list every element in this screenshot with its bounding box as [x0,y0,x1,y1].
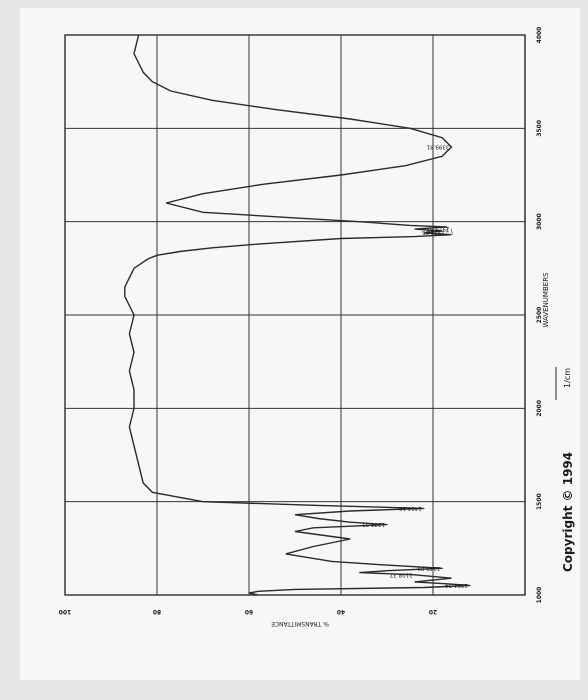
peak-label: 1143.09 [417,565,440,571]
peak-leader [446,226,449,233]
peak-label: 1051.34 [445,582,468,588]
y-axis-label: % TRANSMITTANCE [271,620,329,627]
peak-label: 3399.81 [427,144,450,150]
y-tick-label: 100 [59,608,72,615]
paper-sheet [20,8,580,680]
x-tick-label: 1500 [536,493,543,510]
x-tick-label: 4000 [536,27,543,44]
x-axis-ticks: 4000 3500 3000 2500 2000 1500 1000 [536,27,543,604]
y-tick-label: 60 [245,608,253,615]
x-tick-label: 1000 [536,587,543,604]
y-tick-label: 40 [337,608,345,615]
peak-label: 1377.35 [362,521,385,527]
peak-leader [451,228,453,235]
peak-label: 2972.85 [422,229,445,235]
peak-label: 1108.37 [389,571,412,577]
grid [64,34,525,596]
peak-label: 1464.19 [399,505,422,511]
y-tick-label: 80 [153,608,161,615]
x-tick-label: 2500 [536,307,543,324]
x-tick-label: 2000 [536,400,543,417]
x-tick-label: 3500 [536,120,543,137]
x-tick-label: 3000 [536,213,543,230]
copyright-text: Copyright © 1994 [561,452,575,572]
x-axis-label: WAVENUMBERS [542,272,550,328]
peak-label: 2929.87 [426,225,449,231]
y-axis-ticks: 100 80 60 40 20 [59,608,437,615]
units-mark: 1/cm [563,368,572,388]
spectrum-line [124,34,470,596]
y-tick-label: 20 [429,608,437,615]
